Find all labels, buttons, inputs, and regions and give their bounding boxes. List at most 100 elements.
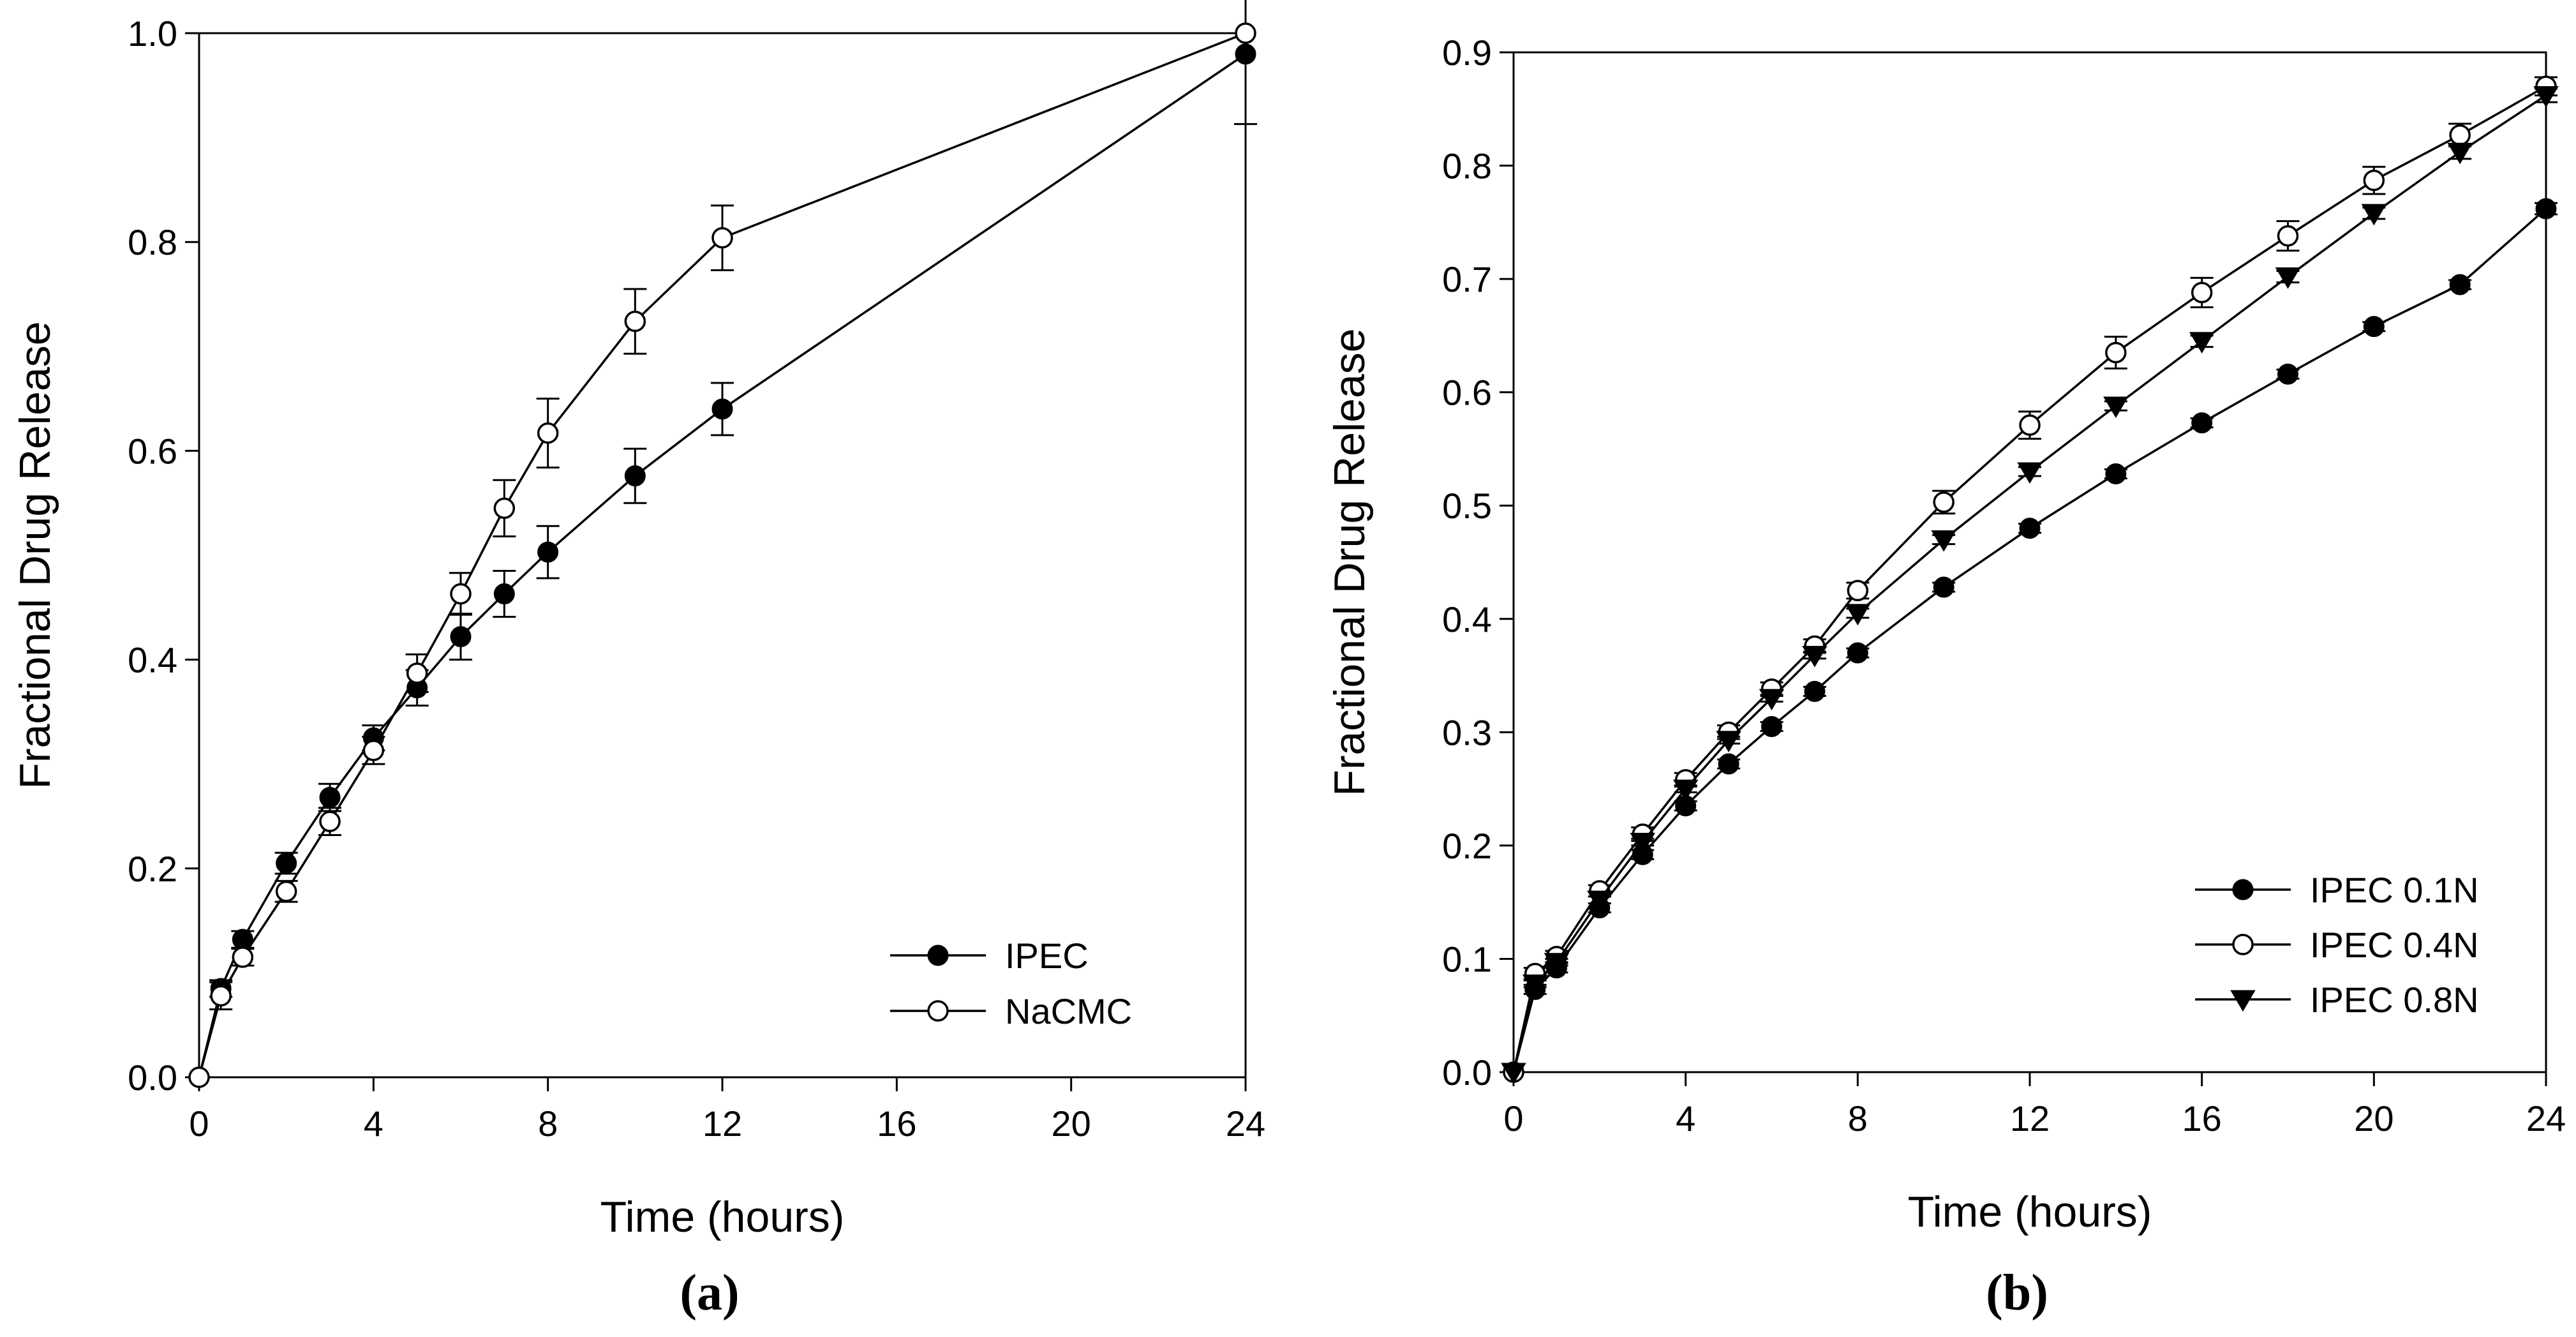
a-y-axis-title: Fractional Drug Release: [11, 321, 59, 789]
a-x-tick-label: 24: [1226, 1103, 1265, 1144]
b-data-point: [1522, 975, 1548, 996]
b-data-point: [2535, 198, 2557, 220]
b-legend-marker: [2232, 934, 2254, 955]
a-y-tick-label: 0.0: [128, 1057, 177, 1098]
a-x-tick-label: 12: [703, 1103, 742, 1144]
b-data-point: [1847, 642, 1868, 664]
b-legend-marker: [2230, 990, 2256, 1012]
b-data-point: [2363, 316, 2385, 338]
b-data-point: [2189, 332, 2215, 354]
a-x-tick-label: 16: [877, 1103, 916, 1144]
b-x-tick-label: 0: [1503, 1098, 1523, 1139]
a-legend-label: IPEC: [1005, 936, 1089, 976]
a-data-point: [537, 541, 559, 563]
a-data-point: [276, 853, 297, 874]
b-y-tick-label: 0.4: [1442, 599, 1492, 639]
b-data-point: [2277, 225, 2299, 247]
b-x-tick-label: 24: [2526, 1098, 2566, 1139]
a-legend-marker: [927, 945, 949, 966]
a-y-tick-label: 0.2: [128, 849, 177, 889]
a-series-nacmc: [188, 22, 1256, 1088]
b-data-point: [1718, 753, 1739, 775]
b-data-point: [2361, 204, 2387, 226]
b-data-point: [2275, 267, 2301, 289]
b-y-tick-label: 0.7: [1442, 259, 1492, 299]
a-data-point: [537, 422, 559, 444]
a-data-point: [493, 497, 516, 519]
b-y-tick-label: 0.3: [1442, 712, 1492, 752]
a-x-tick-label: 0: [189, 1103, 209, 1144]
a-legend-marker: [927, 1000, 949, 1022]
b-y-tick-label: 0.2: [1442, 826, 1492, 866]
b-y-tick-label: 0.8: [1442, 146, 1492, 186]
b-data-point: [2191, 281, 2213, 304]
b-x-axis-title: Time (hours): [1908, 1188, 2152, 1236]
b-x-tick-label: 8: [1848, 1098, 1868, 1139]
b-plot-frame: [1512, 51, 2547, 1073]
b-data-point: [2017, 462, 2043, 484]
b-data-point: [2105, 463, 2127, 485]
a-series-ipec: [188, 0, 1257, 1088]
b-data-point: [1630, 833, 1655, 855]
a-data-point: [1235, 43, 1256, 65]
a-y-tick-label: 0.6: [128, 431, 177, 471]
a-x-tick-label: 20: [1052, 1103, 1091, 1144]
b-legend: IPEC 0.1N IPEC 0.4N IPEC 0.8N: [2195, 870, 2479, 1020]
b-data-point: [2105, 341, 2127, 364]
b-data-point: [1847, 579, 1869, 602]
b-data-point: [1933, 491, 1954, 513]
b-legend-label: IPEC 0.4N: [2310, 925, 2479, 965]
b-data-point: [1716, 731, 1741, 752]
a-data-point: [624, 465, 646, 487]
b-x-tick-label: 4: [1676, 1098, 1695, 1139]
a-series-line: [198, 32, 1246, 1078]
a-data-point: [362, 740, 385, 761]
a-data-point: [319, 787, 341, 809]
b-data-point: [1802, 646, 1828, 668]
a-x-tick-label: 4: [364, 1103, 383, 1144]
a-data-point: [319, 810, 341, 832]
b-data-point: [2103, 396, 2129, 419]
b-data-point: [1761, 715, 1782, 737]
a-data-point: [450, 626, 472, 648]
b-data-point: [2019, 414, 2041, 436]
b-data-point: [2191, 412, 2213, 434]
a-data-point: [450, 583, 472, 605]
a-y-tick-label: 0.4: [128, 640, 177, 680]
a-x-axis-title: Time (hours): [600, 1193, 845, 1241]
a-data-point: [624, 310, 646, 332]
b-data-point: [1587, 890, 1612, 913]
a-data-point: [493, 583, 515, 605]
b-data-point: [2449, 274, 2471, 295]
b-x-tick-label: 12: [2010, 1098, 2050, 1139]
b-y-tick-label: 0.5: [1442, 486, 1492, 526]
b-data-point: [2019, 518, 2041, 539]
b-data-point: [1933, 576, 1954, 598]
panel-b-chart: 0 4 8 12 16 20 24 0.0 0.1 0.2 0.3 0.4 0.5 0.6 0.7 0.8 0.…: [1325, 33, 2566, 1321]
b-data-point: [1804, 680, 1826, 702]
a-y-tick-label: 1.0: [128, 13, 177, 54]
a-data-point: [188, 1066, 210, 1088]
b-series-line: [1512, 94, 2547, 1073]
b-data-point: [1501, 1063, 1526, 1085]
b-y-tick-label: 0.6: [1442, 373, 1492, 413]
b-data-point: [2277, 363, 2298, 385]
b-data-point: [2533, 86, 2559, 108]
b-legend-label: IPEC 0.8N: [2310, 980, 2479, 1020]
b-data-point: [1672, 779, 1699, 802]
a-data-point: [232, 946, 254, 968]
b-data-point: [1845, 604, 1871, 625]
b-y-tick-label: 0.0: [1442, 1052, 1492, 1093]
a-legend-label: NaCMC: [1005, 991, 1132, 1031]
b-y-tick-label: 0.1: [1442, 939, 1492, 979]
b-y-tick-label: 0.9: [1442, 33, 1492, 73]
b-legend-marker: [2232, 879, 2254, 900]
a-y-tick-label: 0.8: [128, 222, 177, 262]
b-data-point: [1544, 953, 1570, 975]
a-data-point: [711, 398, 733, 420]
a-data-point: [1235, 22, 1256, 44]
b-x-tick-label: 20: [2354, 1098, 2394, 1139]
b-legend-label: IPEC 0.1N: [2310, 870, 2479, 910]
b-series-ipec-0-8n: [1501, 86, 2559, 1085]
